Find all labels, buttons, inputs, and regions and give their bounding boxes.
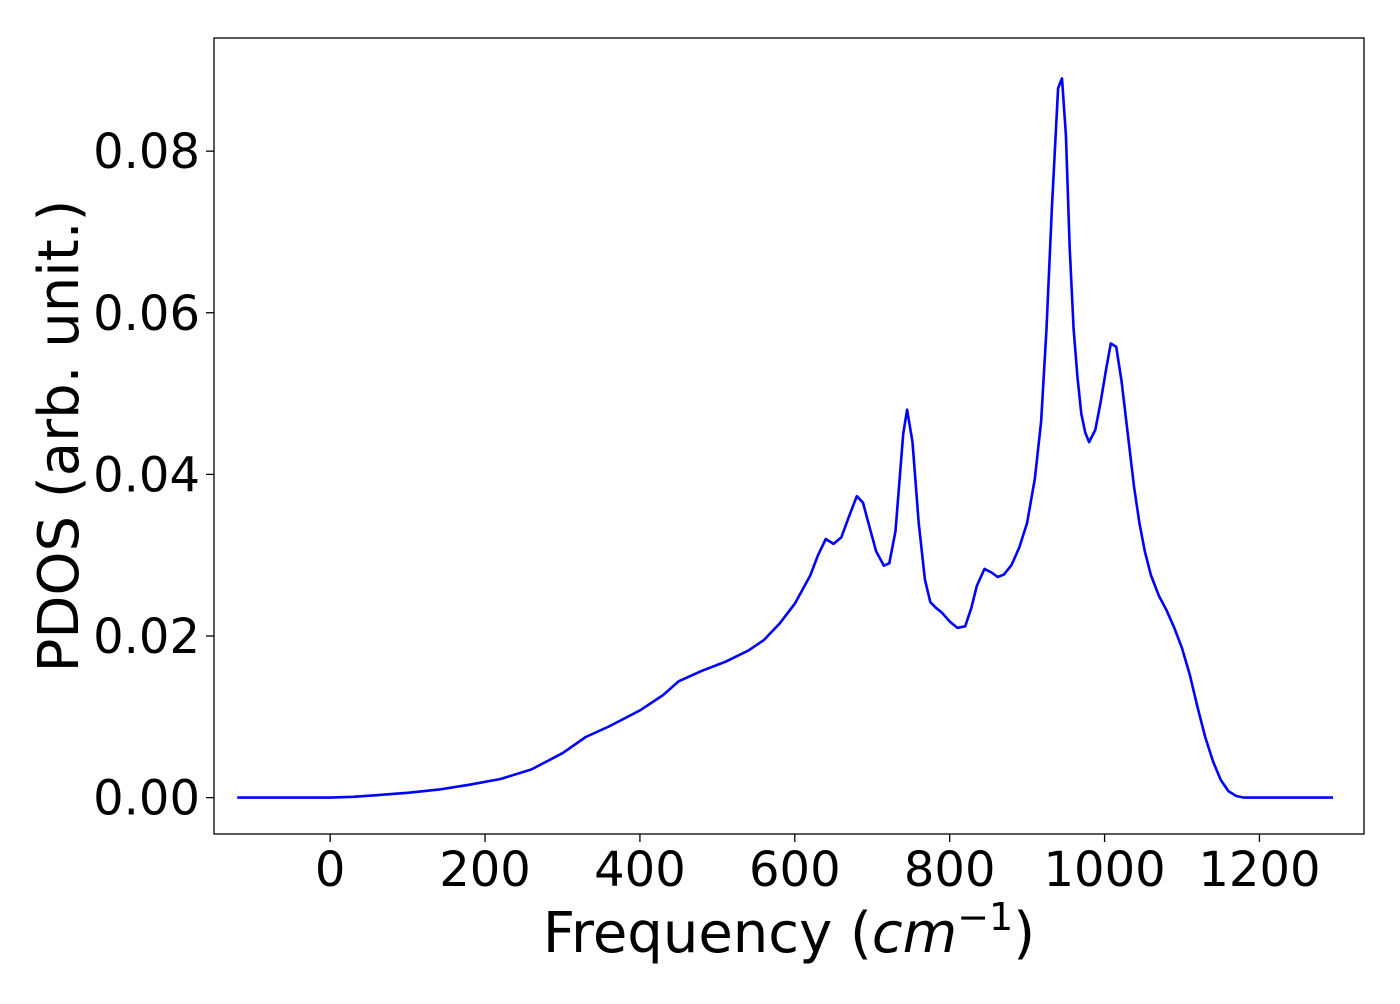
x-tick-label: 600 (749, 842, 841, 898)
plot-frame (213, 37, 1365, 835)
y-tick-label: 0.04 (93, 447, 200, 503)
y-tick-label: 0.02 (93, 609, 200, 665)
x-axis-label-exponent: −1 (957, 895, 1013, 939)
y-axis-ticks: 0.00 0.02 0.04 0.06 0.08 (93, 124, 214, 827)
x-tick-label: 1200 (1198, 842, 1320, 898)
x-tick-label: 0 (315, 842, 346, 898)
y-axis-label: PDOS (arb. unit.) (27, 200, 92, 673)
y-tick-label: 0.00 (93, 771, 200, 827)
x-tick-label: 400 (594, 842, 686, 898)
x-axis-label-unit: cm (872, 901, 957, 966)
x-axis-label: Frequency (cm−1) (543, 895, 1035, 966)
x-axis-label-text: Frequency ( (543, 901, 872, 966)
x-tick-label: 200 (439, 842, 531, 898)
x-axis-ticks: 0 200 400 600 800 1000 1200 (315, 834, 1321, 898)
x-tick-label: 800 (904, 842, 996, 898)
series-line (237, 77, 1333, 799)
y-tick-label: 0.06 (93, 286, 200, 342)
x-tick-label: 1000 (1043, 842, 1165, 898)
x-axis-label-close: ) (1013, 901, 1035, 966)
y-tick-label: 0.08 (93, 124, 200, 180)
